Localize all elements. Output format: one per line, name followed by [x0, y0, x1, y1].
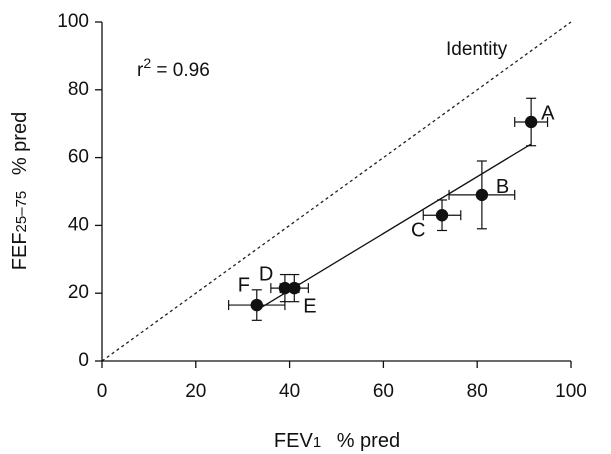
x-axis-title: FEV1 % pred [274, 430, 400, 452]
x-tick-label-100: 100 [555, 381, 587, 402]
y-tick-label-0: 0 [78, 350, 89, 371]
point-label-a: A [541, 102, 555, 124]
x-axis-title-suffix: % pred [331, 430, 400, 452]
point-label-b: B [496, 176, 509, 198]
point-label-e: E [303, 295, 316, 317]
x-tick-label-40: 40 [279, 381, 300, 402]
x-tick-label-60: 60 [373, 381, 394, 402]
point-label-c: C [411, 220, 425, 242]
y-tick-label-40: 40 [68, 214, 89, 235]
x-tick-label-0: 0 [97, 381, 108, 402]
y-tick-label-80: 80 [68, 79, 89, 100]
r-squared-sup: 2 [143, 55, 151, 71]
r-squared-annotation: r2 = 0.96 [137, 55, 210, 81]
y-tick-label-20: 20 [68, 282, 89, 303]
point-marker-a [525, 116, 537, 128]
point-label-d: D [259, 263, 273, 285]
y-tick-label-60: 60 [68, 147, 89, 168]
point-marker-e [288, 282, 300, 294]
point-marker-f [251, 299, 263, 311]
x-tick-label-80: 80 [467, 381, 488, 402]
x-tick-label-20: 20 [185, 381, 206, 402]
x-axis-title-main: FEV [274, 430, 314, 452]
y-axis-title: FEF25–75 % pred [9, 112, 31, 270]
point-marker-c [436, 209, 448, 221]
point-label-f: F [238, 274, 250, 296]
identity-label: Identity [446, 39, 508, 60]
point-marker-b [476, 189, 488, 201]
y-tick-label-100: 100 [57, 11, 89, 32]
y-axis-title-suffix: % pred [9, 112, 31, 181]
r-squared-value: = 0.96 [151, 60, 210, 81]
x-axis-title-sub: 1 [313, 434, 321, 451]
data-point-c [423, 200, 461, 231]
y-axis-title-sub: 25–75 [13, 191, 30, 233]
y-axis-title-main: FEF [9, 232, 31, 270]
